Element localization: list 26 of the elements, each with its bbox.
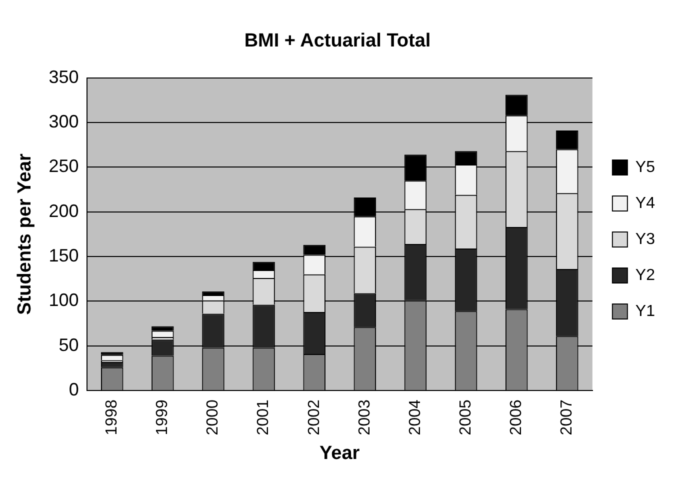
legend-label: Y3: [635, 230, 656, 248]
chart-title: BMI + Actuarial Total: [244, 30, 431, 52]
y-tick-label: 100: [48, 290, 79, 310]
x-tick-label: 2000: [204, 400, 222, 436]
x-tick-label: 1998: [104, 400, 121, 436]
legend-label: Y2: [635, 266, 656, 284]
y-tick-label: 300: [48, 111, 79, 132]
x-tick-label: 1999: [154, 400, 172, 436]
x-tick-label: 2001: [255, 400, 272, 436]
y-tick-label: 150: [48, 246, 79, 266]
y-tick-label: 200: [48, 200, 79, 221]
legend-label: Y4: [635, 194, 656, 212]
y-axis-title: Students per Year: [14, 152, 36, 315]
x-axis-title: Year: [320, 442, 360, 464]
x-tick-label: 2003: [356, 400, 374, 436]
x-tick-label: 2005: [457, 400, 474, 436]
legend-label: Y1: [635, 302, 656, 320]
x-tick-label: 2006: [508, 400, 525, 436]
y-tick-label: 0: [68, 380, 79, 400]
legend-label: Y5: [635, 158, 656, 176]
y-tick-label: 250: [48, 156, 79, 176]
x-tick-label: 2002: [306, 400, 323, 436]
y-tick-label: 50: [58, 334, 79, 355]
x-tick-label: 2007: [558, 400, 576, 436]
x-tick-label: 2004: [406, 400, 424, 436]
y-tick-label: 350: [48, 66, 79, 87]
